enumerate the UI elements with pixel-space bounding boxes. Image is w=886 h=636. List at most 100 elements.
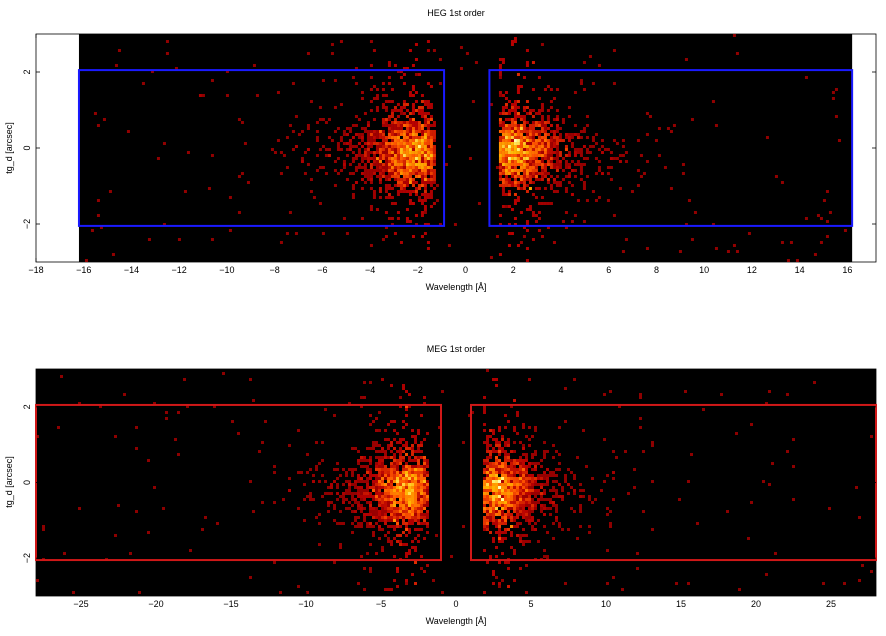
meg-event-pixel: [384, 504, 387, 507]
heg-event-pixel: [414, 151, 418, 154]
meg-event-pixel: [414, 474, 417, 477]
heg-event-pixel: [531, 142, 535, 145]
heg-event-pixel: [582, 88, 586, 91]
meg-event-pixel: [486, 489, 489, 492]
heg-event-pixel: [531, 166, 535, 169]
meg-event-pixel: [402, 450, 405, 453]
heg-event-pixel: [564, 133, 568, 136]
heg-event-pixel: [555, 130, 559, 133]
meg-event-pixel: [357, 486, 360, 489]
heg-event-pixel: [531, 88, 535, 91]
meg-event-pixel: [504, 465, 507, 468]
heg-event-pixel: [522, 184, 526, 187]
heg-event-pixel: [513, 133, 517, 136]
meg-event-pixel: [417, 495, 420, 498]
meg-event-pixel: [525, 489, 528, 492]
heg-event-pixel: [393, 148, 397, 151]
heg-event-pixel: [732, 34, 736, 37]
meg-event-pixel: [462, 441, 465, 444]
heg-event-pixel: [504, 178, 508, 181]
heg-event-pixel: [543, 133, 547, 136]
meg-event-pixel: [354, 498, 357, 501]
heg-event-pixel: [498, 118, 502, 121]
heg-event-pixel: [501, 139, 505, 142]
meg-event-pixel: [555, 474, 558, 477]
meg-event-pixel: [237, 432, 240, 435]
meg-event-pixel: [378, 480, 381, 483]
meg-event-pixel: [687, 480, 690, 483]
heg-event-pixel: [537, 154, 541, 157]
heg-event-pixel: [528, 169, 532, 172]
heg-event-pixel: [552, 163, 556, 166]
heg-event-pixel: [504, 133, 508, 136]
meg-event-pixel: [366, 471, 369, 474]
heg-event-pixel: [528, 124, 532, 127]
meg-event-pixel: [402, 510, 405, 513]
meg-event-pixel: [525, 498, 528, 501]
heg-event-pixel: [579, 172, 583, 175]
heg-event-pixel: [237, 211, 241, 214]
meg-event-pixel: [405, 582, 408, 585]
meg-event-pixel: [543, 489, 546, 492]
heg-event-pixel: [513, 178, 517, 181]
meg-event-pixel: [396, 567, 399, 570]
heg-event-pixel: [402, 130, 406, 133]
meg-event-pixel: [387, 483, 390, 486]
heg-event-pixel: [537, 112, 541, 115]
heg-event-pixel: [363, 151, 367, 154]
heg-event-pixel: [294, 232, 298, 235]
meg-event-pixel: [552, 471, 555, 474]
meg-event-pixel: [528, 462, 531, 465]
heg-event-pixel: [546, 172, 550, 175]
heg-event-pixel: [612, 82, 616, 85]
heg-event-pixel: [513, 199, 517, 202]
meg-event-pixel: [579, 483, 582, 486]
heg-event-pixel: [405, 145, 409, 148]
heg-event-pixel: [504, 205, 508, 208]
heg-event-pixel: [390, 223, 394, 226]
meg-event-pixel: [420, 516, 423, 519]
heg-event-pixel: [411, 127, 415, 130]
meg-event-pixel: [354, 516, 357, 519]
meg-event-pixel: [336, 462, 339, 465]
heg-event-pixel: [507, 127, 511, 130]
heg-event-pixel: [501, 181, 505, 184]
meg-event-pixel: [492, 486, 495, 489]
heg-event-pixel: [519, 211, 523, 214]
meg-event-pixel: [507, 465, 510, 468]
heg-event-pixel: [522, 142, 526, 145]
heg-event-pixel: [522, 187, 526, 190]
meg-event-pixel: [792, 498, 795, 501]
meg-event-pixel: [510, 480, 513, 483]
heg-event-pixel: [552, 190, 556, 193]
heg-event-pixel: [381, 124, 385, 127]
heg-event-pixel: [387, 166, 391, 169]
meg-event-pixel: [483, 522, 486, 525]
meg-event-pixel: [360, 498, 363, 501]
heg-event-pixel: [438, 58, 442, 61]
heg-event-pixel: [681, 163, 685, 166]
heg-event-pixel: [390, 187, 394, 190]
meg-event-pixel: [525, 501, 528, 504]
meg-event-pixel: [486, 480, 489, 483]
heg-event-pixel: [378, 178, 382, 181]
meg-event-pixel: [387, 423, 390, 426]
meg-event-pixel: [492, 474, 495, 477]
heg-event-pixel: [543, 88, 547, 91]
heg-event-pixel: [507, 178, 511, 181]
heg-event-pixel: [399, 145, 403, 148]
meg-event-pixel: [525, 480, 528, 483]
heg-event-pixel: [639, 154, 643, 157]
heg-event-pixel: [393, 139, 397, 142]
heg-event-pixel: [381, 106, 385, 109]
heg-event-pixel: [537, 187, 541, 190]
heg-event-pixel: [507, 136, 511, 139]
meg-event-pixel: [555, 480, 558, 483]
heg-event-pixel: [558, 166, 562, 169]
heg-event-pixel: [396, 109, 400, 112]
meg-event-pixel: [390, 588, 393, 591]
heg-event-pixel: [510, 130, 514, 133]
meg-event-pixel: [384, 438, 387, 441]
heg-event-pixel: [423, 199, 427, 202]
heg-event-pixel: [384, 166, 388, 169]
